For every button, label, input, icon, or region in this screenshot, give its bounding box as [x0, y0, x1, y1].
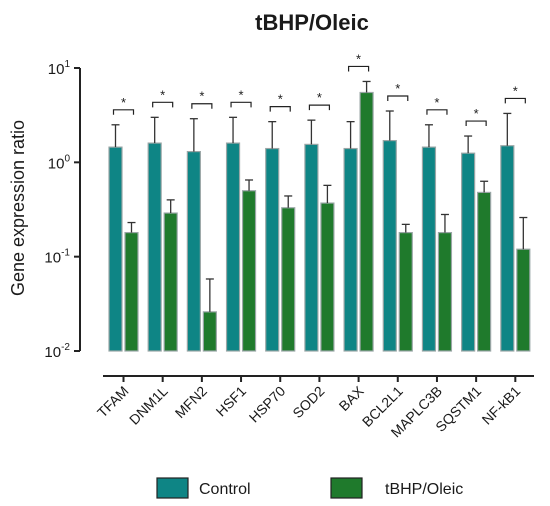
bar — [241, 190, 257, 352]
bar — [461, 152, 476, 352]
significance-marker: * — [199, 89, 204, 104]
x-tick-label: MFN2 — [172, 383, 210, 421]
bar — [202, 311, 217, 352]
significance-bracket — [152, 101, 174, 108]
bar — [225, 142, 241, 352]
significance-bracket — [191, 103, 213, 109]
significance-marker: * — [434, 95, 439, 110]
significance-bracket — [387, 95, 409, 102]
legend-label: Control — [199, 481, 251, 498]
legend-label: tBHP/Oleic — [385, 481, 463, 498]
x-tick-label: HSF1 — [213, 383, 250, 420]
y-tick-exponent: -2 — [61, 342, 70, 353]
bar — [477, 191, 492, 352]
y-tick-base: 10 — [48, 155, 65, 172]
significance-marker: * — [513, 83, 518, 98]
significance-marker: * — [160, 87, 165, 102]
y-tick-exponent: 0 — [64, 153, 70, 164]
x-tick-label: BAX — [336, 382, 368, 414]
bar — [359, 91, 374, 352]
x-tick-label: DNM1L — [126, 383, 171, 428]
significance-marker: * — [121, 95, 126, 110]
bar — [343, 147, 358, 352]
significance-marker: * — [317, 90, 322, 105]
x-tick-label: TFAM — [94, 383, 132, 421]
y-axis-label: Gene expression ratio — [8, 120, 28, 296]
significance-bracket — [112, 109, 135, 115]
plot-area: 10110010-110-2TFAM*DNM1L*MFN2*HSF1*HSP70… — [44, 51, 534, 440]
y-tick-label: 101 — [48, 59, 71, 78]
bar — [108, 146, 123, 352]
y-tick-label: 10-2 — [44, 342, 70, 361]
legend-swatch — [330, 477, 363, 499]
bar — [304, 143, 319, 352]
y-tick-label: 100 — [48, 153, 71, 172]
y-tick-label: 10-1 — [44, 248, 70, 267]
significance-marker: * — [356, 51, 361, 66]
x-tick-label: SOD2 — [289, 383, 327, 421]
bar — [398, 231, 413, 352]
bar — [320, 202, 335, 352]
legend-swatch — [156, 477, 189, 499]
significance-bracket — [504, 97, 526, 104]
significance-bracket — [465, 120, 487, 127]
bar — [186, 150, 201, 352]
significance-bracket — [347, 65, 370, 72]
x-tick-label: HSP70 — [246, 383, 289, 426]
bar — [281, 207, 296, 352]
bar — [124, 231, 139, 352]
x-tick-label: NF-kB1 — [479, 383, 524, 428]
significance-marker: * — [474, 106, 479, 121]
bar — [437, 231, 453, 352]
legend: Control tBHP/Oleic — [156, 477, 463, 499]
y-tick-base: 10 — [44, 250, 61, 267]
significance-bracket — [426, 109, 448, 115]
bar — [382, 139, 397, 352]
y-tick-base: 10 — [44, 344, 61, 361]
significance-marker: * — [239, 87, 244, 102]
y-tick-base: 10 — [48, 61, 65, 78]
bar — [500, 145, 515, 352]
chart-title: tBHP/Oleic — [255, 10, 369, 35]
significance-bracket — [230, 101, 252, 108]
y-tick-exponent: 1 — [64, 59, 70, 70]
significance-marker: * — [395, 81, 400, 96]
bar — [147, 142, 162, 352]
bar — [163, 212, 178, 352]
bar — [421, 146, 437, 352]
bar — [516, 248, 531, 352]
y-tick-exponent: -1 — [61, 248, 70, 259]
significance-bracket — [269, 106, 291, 112]
significance-bracket — [308, 104, 331, 111]
significance-marker: * — [278, 92, 283, 107]
bar — [265, 147, 280, 352]
